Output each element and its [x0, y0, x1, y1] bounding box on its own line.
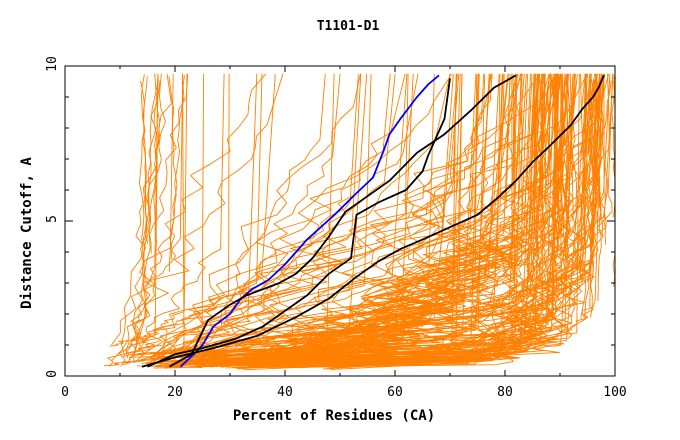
- model-curve-vertical: [534, 76, 546, 239]
- model-curve: [128, 73, 258, 354]
- x-tick-label: 80: [497, 385, 513, 400]
- model-curve-vertical: [554, 83, 561, 247]
- model-curve-vertical: [552, 77, 561, 251]
- model-curve: [179, 73, 391, 357]
- model-curve: [258, 73, 564, 364]
- model-curve: [257, 73, 587, 365]
- model-curve-vertical: [584, 83, 596, 269]
- model-curve: [236, 73, 589, 362]
- highlight-series-layer: [141, 74, 605, 368]
- model-curve-vertical: [559, 81, 564, 212]
- model-curve: [167, 73, 490, 355]
- model-curve-vertical: [598, 81, 608, 245]
- model-curve: [242, 73, 592, 371]
- model-curve: [158, 73, 326, 358]
- model-curve: [159, 73, 335, 365]
- black-model-1-line: [169, 74, 517, 368]
- model-curve-vertical: [558, 77, 569, 295]
- model-curve: [153, 73, 559, 357]
- y-axis-label: Distance Cutoff, A: [19, 157, 35, 309]
- model-curve: [149, 73, 362, 359]
- ticks-layer: 0 20 40 60 80 100 0 5 10: [45, 56, 627, 400]
- x-tick-label: 20: [167, 385, 183, 400]
- model-curve: [188, 73, 527, 358]
- model-curve-vertical: [546, 76, 561, 326]
- model-curve-vertical: [148, 79, 161, 254]
- model-curve: [154, 73, 453, 362]
- model-curve: [165, 73, 490, 368]
- model-curve: [274, 73, 557, 365]
- y-tick-label: 5: [45, 215, 60, 223]
- model-curve: [169, 73, 550, 366]
- model-curve: [137, 73, 188, 351]
- model-curve: [128, 73, 263, 361]
- model-curve-vertical: [144, 76, 159, 240]
- chart-title: T1101-D1: [317, 19, 380, 34]
- model-curve: [120, 73, 172, 357]
- model-curve-vertical: [571, 73, 578, 226]
- x-tick-label: 60: [387, 385, 403, 400]
- x-axis-label: Percent of Residues (CA): [233, 408, 435, 424]
- model-curve-vertical: [153, 78, 161, 252]
- model-curve: [107, 73, 276, 367]
- x-tick-label: 100: [603, 385, 626, 400]
- model-curve: [255, 73, 460, 362]
- model-curve-vertical: [580, 79, 596, 319]
- model-curve: [232, 73, 563, 368]
- model-curve-vertical: [547, 81, 551, 245]
- model-curve: [163, 73, 511, 369]
- model-curve-vertical: [554, 74, 562, 292]
- model-curve: [185, 73, 525, 359]
- model-curve-vertical: [584, 80, 599, 320]
- background-series-layer: [103, 73, 616, 371]
- model-curve: [275, 73, 614, 368]
- model-curve-vertical: [597, 83, 602, 302]
- model-curve: [132, 73, 189, 362]
- black-model-2-line: [147, 78, 451, 368]
- model-curve: [191, 73, 451, 365]
- blue-model-line: [179, 74, 440, 368]
- model-curve-vertical: [168, 76, 178, 272]
- model-curve-vertical: [551, 77, 561, 295]
- model-curve: [152, 73, 454, 365]
- model-curve: [111, 73, 284, 361]
- model-curve-vertical: [140, 80, 149, 244]
- model-curve-vertical: [588, 79, 595, 318]
- model-curve-vertical: [139, 74, 147, 281]
- model-curve: [160, 73, 589, 355]
- model-curve: [260, 73, 598, 368]
- model-curve-vertical: [581, 79, 594, 286]
- model-curve: [329, 73, 599, 365]
- y-tick-label: 0: [45, 370, 60, 378]
- model-curve-vertical: [593, 77, 601, 252]
- model-curve-vertical: [536, 80, 545, 222]
- model-curve: [236, 73, 570, 362]
- black-model-3-line: [141, 74, 605, 368]
- model-curve: [359, 73, 565, 362]
- model-curve: [168, 73, 485, 368]
- model-curve: [122, 73, 230, 358]
- model-curve: [125, 73, 184, 359]
- model-curve-vertical: [561, 82, 567, 246]
- model-curve: [149, 73, 361, 359]
- model-curve: [179, 73, 588, 366]
- x-tick-label: 0: [61, 385, 69, 400]
- model-curve-vertical: [169, 75, 185, 260]
- model-curve: [221, 73, 541, 368]
- model-curve: [142, 73, 225, 346]
- x-tick-label: 40: [277, 385, 293, 400]
- model-curve: [179, 73, 519, 366]
- model-curve: [327, 73, 544, 369]
- model-curve: [184, 73, 479, 355]
- model-curve: [201, 73, 529, 367]
- model-curve: [165, 73, 511, 367]
- model-curve: [182, 73, 521, 355]
- y-tick-label: 10: [45, 56, 60, 72]
- model-curve: [181, 73, 560, 359]
- model-curve-vertical: [562, 74, 571, 260]
- model-curve: [111, 73, 267, 346]
- model-curve: [229, 73, 558, 362]
